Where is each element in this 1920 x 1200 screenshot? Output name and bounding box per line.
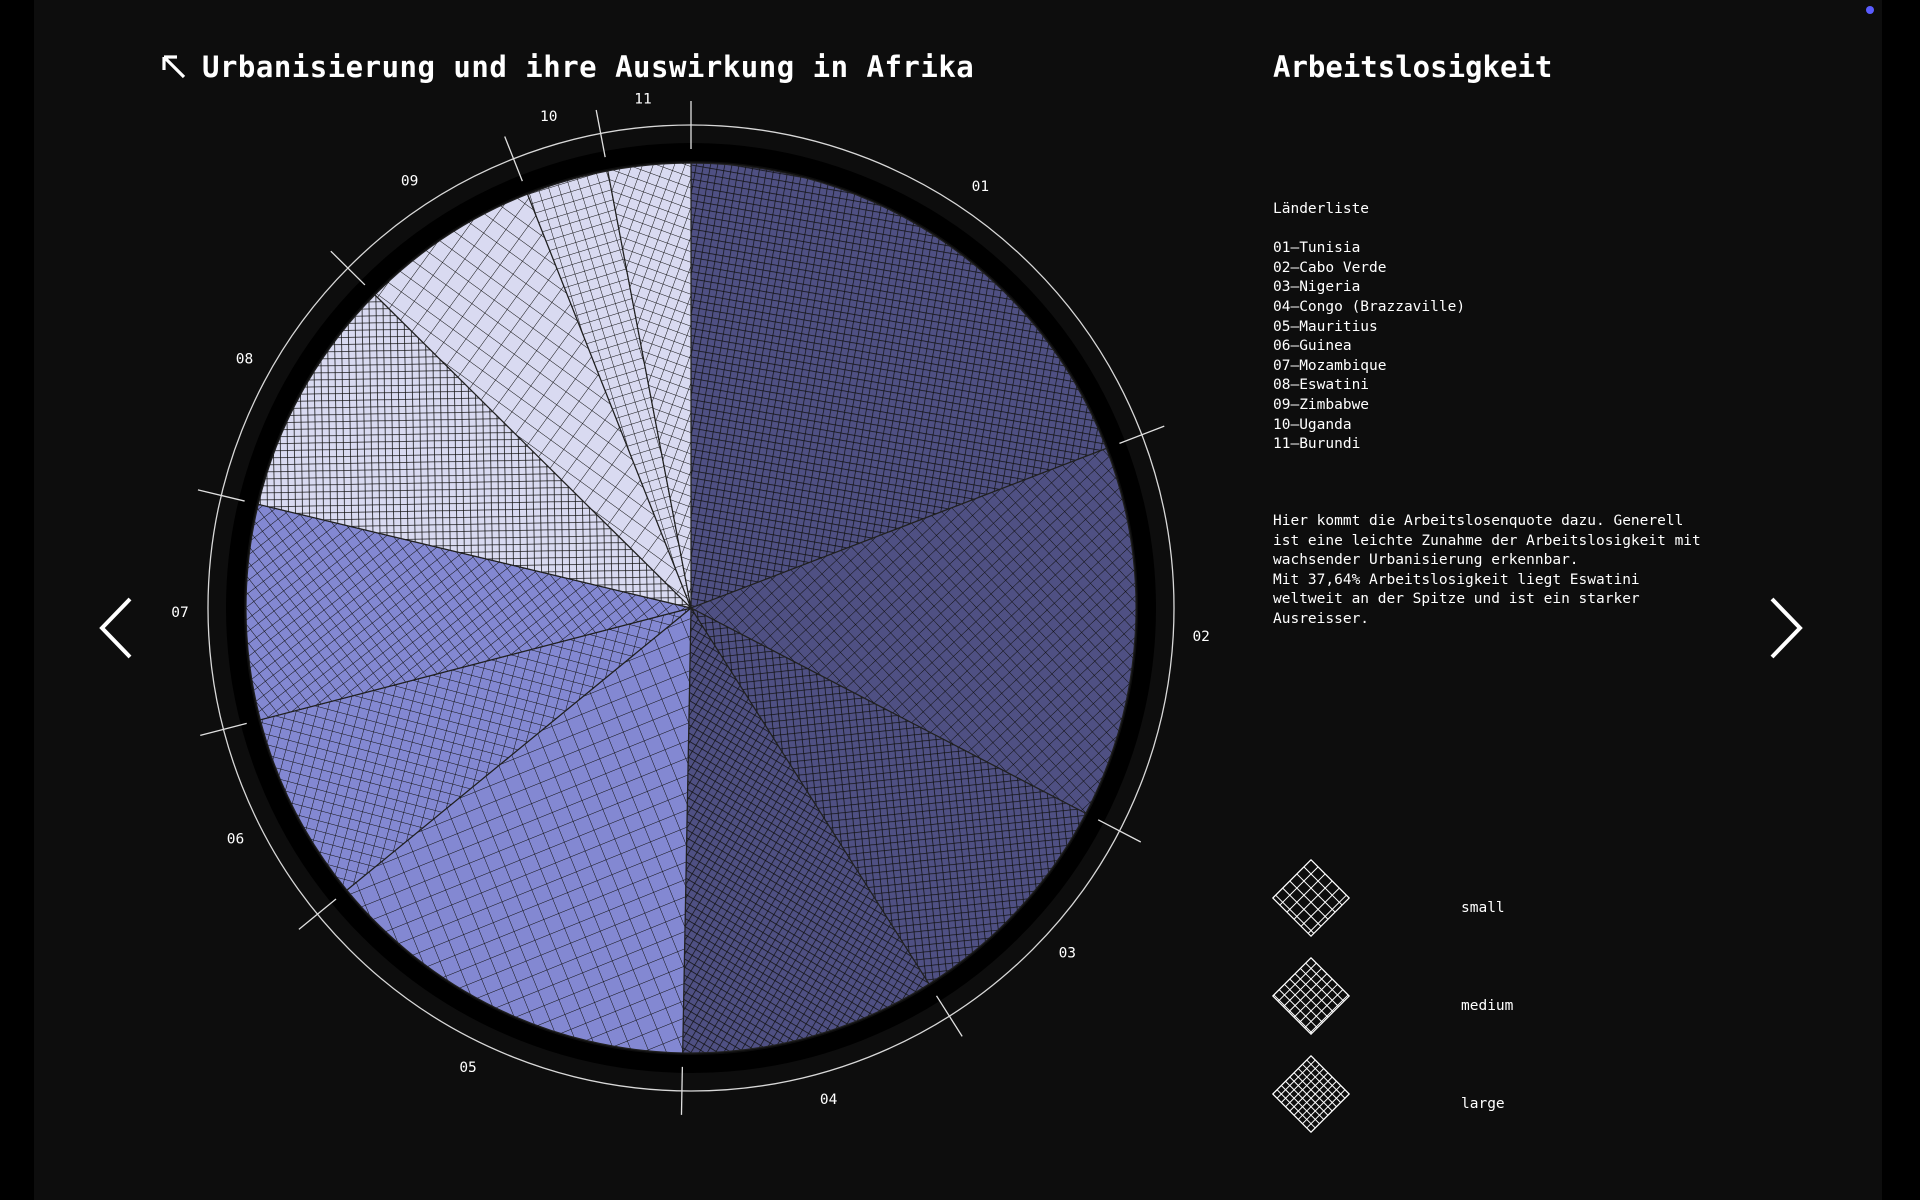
- country-item: 11–Burundi: [1273, 436, 1361, 453]
- legend-item-medium: medium: [1271, 956, 1571, 1054]
- country-item: 03–Nigeria: [1273, 279, 1361, 296]
- slice-label: 02: [1192, 629, 1209, 645]
- slice-label: 01: [972, 179, 989, 195]
- country-item: 10–Uganda: [1273, 416, 1352, 433]
- pie-slice-04[interactable]: [682, 605, 930, 1054]
- legend-label: medium: [1461, 998, 1514, 1014]
- slice-tick: [1119, 425, 1165, 444]
- pie-slice-11[interactable]: [607, 162, 692, 609]
- slice-label: 09: [401, 173, 418, 189]
- hatch-large-icon: [1271, 1054, 1351, 1134]
- slice-label: 04: [820, 1092, 838, 1108]
- slice-label: 03: [1059, 946, 1076, 962]
- hatch-small-icon: [1271, 858, 1351, 938]
- slice-tick: [935, 995, 963, 1037]
- pie-slice-08[interactable]: [257, 293, 693, 610]
- slice-tick: [298, 898, 337, 930]
- panel-title: Arbeitslosigkeit: [1273, 50, 1553, 84]
- pie-slice-06[interactable]: [259, 607, 692, 891]
- country-list-heading: Länderliste: [1273, 201, 1370, 217]
- slice-label: 06: [227, 832, 244, 848]
- legend-item-large: large: [1271, 1054, 1571, 1152]
- slice-tick: [330, 250, 366, 286]
- title-text: Urbanisierung und ihre Auswirkung in Afr…: [202, 50, 975, 84]
- slice-tick: [595, 109, 606, 158]
- country-item: 01–Tunisia: [1273, 240, 1361, 257]
- pie-slice-02[interactable]: [689, 447, 1137, 815]
- arrow-up-left-icon[interactable]: [160, 53, 188, 81]
- pie-slice-09[interactable]: [374, 193, 692, 609]
- slice-tick: [680, 1066, 684, 1115]
- country-item: 09–Zimbabwe: [1273, 396, 1370, 413]
- chevron-right-icon[interactable]: [1766, 595, 1806, 661]
- pie-slice-01[interactable]: [690, 162, 1108, 609]
- country-item: 07–Mozambique: [1273, 357, 1387, 374]
- pie-slice-03[interactable]: [689, 606, 1087, 985]
- slice-label: 05: [459, 1060, 476, 1076]
- page-title: Urbanisierung und ihre Auswirkung in Afr…: [160, 50, 974, 84]
- slice-label: 10: [540, 109, 557, 125]
- legend-label: small: [1461, 900, 1505, 916]
- country-item: 02–Cabo Verde: [1273, 259, 1387, 276]
- country-item: 06–Guinea: [1273, 338, 1352, 355]
- description-text: Hier kommt die Arbeitslosenquote dazu. G…: [1273, 513, 1701, 627]
- pie-slice-07[interactable]: [245, 503, 692, 721]
- country-item: 04–Congo (Brazzaville): [1273, 298, 1466, 315]
- slice-tick: [197, 489, 245, 502]
- chevron-left-icon[interactable]: [96, 595, 136, 661]
- pie-slice-05[interactable]: [345, 606, 692, 1054]
- country-item: 05–Mauritius: [1273, 318, 1378, 335]
- legend: small medium large: [1271, 858, 1571, 1152]
- slice-label: 08: [236, 351, 253, 367]
- legend-item-small: small: [1271, 858, 1571, 956]
- hatch-medium-icon: [1271, 956, 1351, 1036]
- slice-tick: [504, 136, 523, 182]
- status-dot: [1866, 6, 1874, 14]
- country-list: Länderliste 01–Tunisia 02–Cabo Verde 03–…: [1273, 200, 1465, 455]
- slice-label: 07: [171, 605, 188, 621]
- inner-band: [226, 143, 1156, 1073]
- slice-label: 11: [634, 91, 651, 107]
- country-item: 08–Eswatini: [1273, 377, 1370, 394]
- legend-label: large: [1461, 1096, 1505, 1112]
- slice-tick: [1097, 819, 1142, 843]
- slice-tick: [200, 722, 247, 737]
